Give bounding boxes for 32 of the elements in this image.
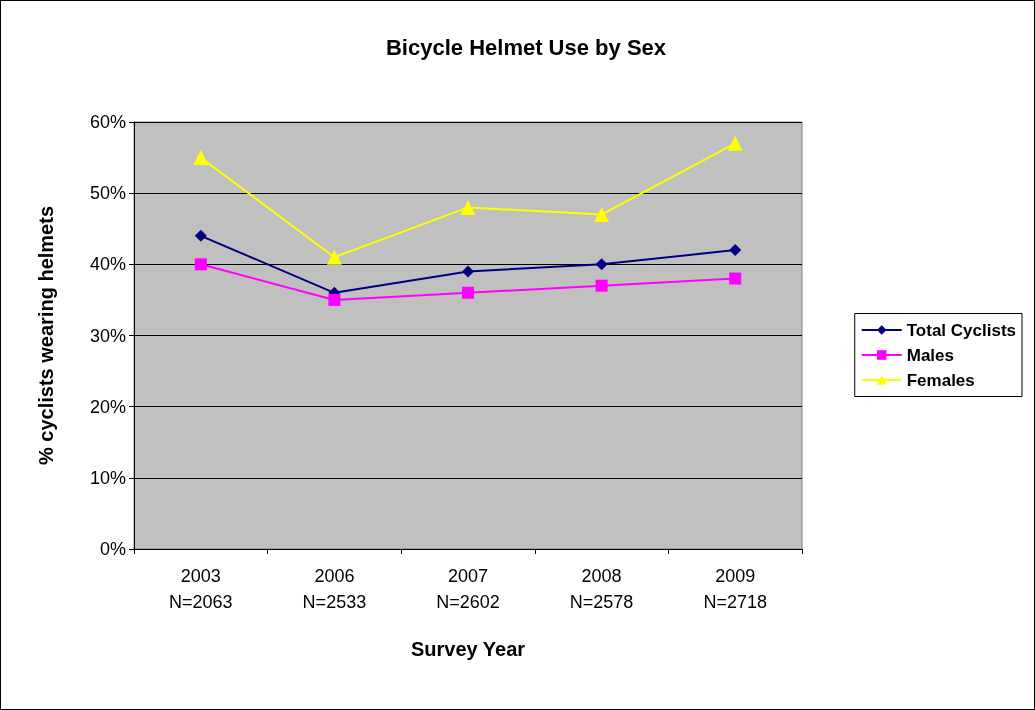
point: [729, 272, 742, 285]
point: [328, 293, 341, 306]
y-tick-label: 0%: [99, 539, 126, 559]
y-tick-label: 40%: [89, 254, 126, 275]
y-tick-label: 50%: [89, 183, 126, 204]
x-tick-label: 2009 N=2718: [703, 566, 767, 612]
point: [729, 244, 742, 257]
point: [194, 258, 207, 271]
x-tick-label: 2006 N=2533: [302, 566, 367, 612]
point: [462, 286, 474, 299]
y-tick-label: 30%: [89, 325, 126, 346]
x-tick-label: 2007 N=2602: [436, 566, 500, 612]
point: [462, 265, 474, 278]
point: [194, 229, 207, 242]
y-axis-title: % cyclists wearing helmets: [35, 205, 57, 466]
point: [460, 199, 476, 215]
point: [595, 279, 608, 292]
x-tick-label: 2008 N=2578: [569, 566, 634, 612]
point: [594, 207, 610, 223]
y-tick-label: 20%: [89, 396, 126, 417]
x-axis-title: Survey Year: [410, 638, 526, 660]
point: [193, 150, 209, 166]
x-tick-label: 2003 N=2063: [169, 566, 233, 612]
point: [326, 249, 342, 265]
chart-title: Bicycle Helmet Use by Sex: [385, 34, 667, 60]
y-tick-label: 60%: [89, 112, 126, 132]
y-tick-label: 10%: [89, 467, 126, 488]
legend-label: Total Cyclists: [906, 320, 1017, 340]
point: [727, 135, 743, 151]
legend-label: Males: [906, 345, 954, 365]
point: [595, 258, 608, 271]
legend-label: Females: [906, 370, 975, 390]
